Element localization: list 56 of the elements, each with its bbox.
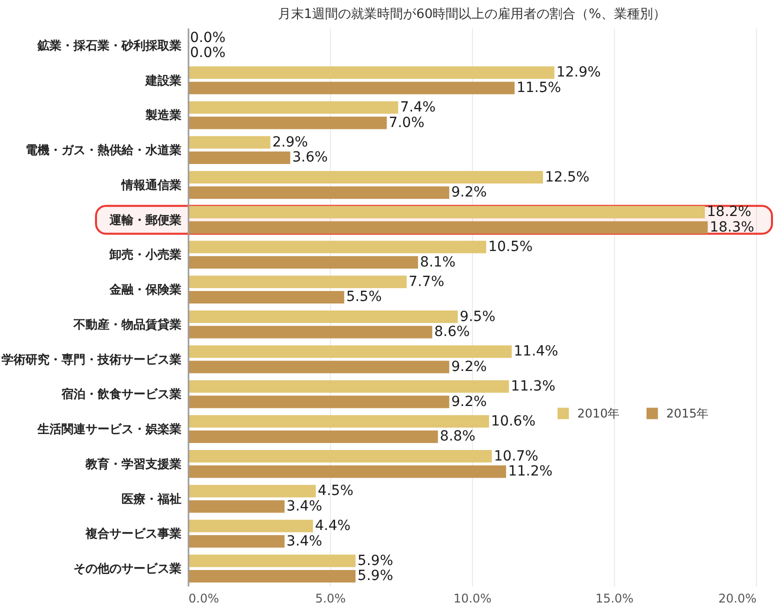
data-label: 7.4% bbox=[400, 100, 436, 116]
data-label: 8.1% bbox=[420, 254, 456, 270]
data-label: 3.4% bbox=[286, 498, 322, 514]
data-label: 12.9% bbox=[556, 64, 601, 81]
y-tick-label: 宿泊・飲食サービス業 bbox=[60, 387, 182, 402]
data-label: 8.8% bbox=[440, 428, 476, 445]
y-tick-label: 教育・学習支援業 bbox=[84, 456, 182, 471]
data-label: 4.4% bbox=[314, 518, 351, 534]
data-label: 10.7% bbox=[494, 448, 538, 464]
y-tick-label: 製造業 bbox=[144, 108, 182, 122]
y-tick-label: その他のサービス業 bbox=[74, 562, 182, 576]
data-label: 10.5% bbox=[488, 239, 533, 256]
data-label: 11.3% bbox=[510, 378, 556, 395]
data-label: 11.2% bbox=[508, 464, 553, 480]
data-label: 10.6% bbox=[491, 413, 536, 430]
data-label: 7.7% bbox=[408, 274, 444, 290]
y-tick-label: 複合サービス事業 bbox=[84, 526, 182, 541]
data-label: 18.3% bbox=[710, 219, 754, 236]
data-label: 8.6% bbox=[434, 324, 470, 340]
x-tick-label: 5.0% bbox=[315, 592, 346, 605]
y-tick-label: 卸売・小売業 bbox=[108, 248, 182, 262]
y-tick-label: 金融・保険業 bbox=[108, 282, 182, 297]
data-label: 11.4% bbox=[514, 344, 558, 360]
data-label: 9.2% bbox=[451, 184, 487, 201]
data-label: 3.4% bbox=[286, 533, 322, 550]
data-label: 18.2% bbox=[706, 204, 752, 220]
x-tick-label: 15.0% bbox=[595, 592, 634, 605]
y-tick-label: 情報通信業 bbox=[120, 178, 182, 192]
data-label: 0.0% bbox=[190, 30, 226, 46]
y-tick-label: 運輸・郵便業 bbox=[108, 212, 182, 227]
data-label: 5.9% bbox=[358, 568, 394, 584]
legend-label: 2015年 bbox=[666, 406, 709, 420]
data-label: 9.2% bbox=[451, 394, 487, 410]
data-label: 9.2% bbox=[451, 358, 487, 375]
y-tick-label: 学術研究・専門・技術サービス業 bbox=[2, 352, 182, 366]
data-label: 3.6% bbox=[292, 150, 328, 166]
y-tick-label: 鉱業・採石業・砂利採取業 bbox=[36, 38, 182, 52]
legend-label: 2010年 bbox=[577, 406, 620, 420]
chart-title: 月末1週間の就業時間が60時間以上の雇用者の割合（%、業種別） bbox=[278, 6, 666, 22]
data-label: 5.9% bbox=[358, 552, 394, 569]
y-tick-label: 電機・ガス・熱供給・水道業 bbox=[26, 143, 182, 158]
x-tick-label: 10.0% bbox=[453, 592, 492, 605]
data-label: 2.9% bbox=[272, 134, 308, 150]
data-label: 7.0% bbox=[388, 114, 424, 131]
data-label: 0.0% bbox=[190, 45, 226, 62]
data-label: 12.5% bbox=[545, 169, 590, 186]
x-tick-label: 20.0% bbox=[718, 592, 756, 605]
y-tick-label: 医療・福祉 bbox=[122, 492, 182, 506]
x-tick-label: 0.0% bbox=[188, 592, 219, 605]
y-tick-label: 生活関連サービス・娯楽業 bbox=[36, 422, 182, 436]
data-label: 11.5% bbox=[516, 80, 562, 96]
y-tick-label: 建設業 bbox=[144, 73, 182, 88]
data-label: 9.5% bbox=[460, 308, 496, 325]
data-label: 5.5% bbox=[346, 289, 382, 306]
data-label: 4.5% bbox=[318, 483, 354, 500]
y-tick-label: 不動産・物品賃貸業 bbox=[72, 317, 182, 332]
